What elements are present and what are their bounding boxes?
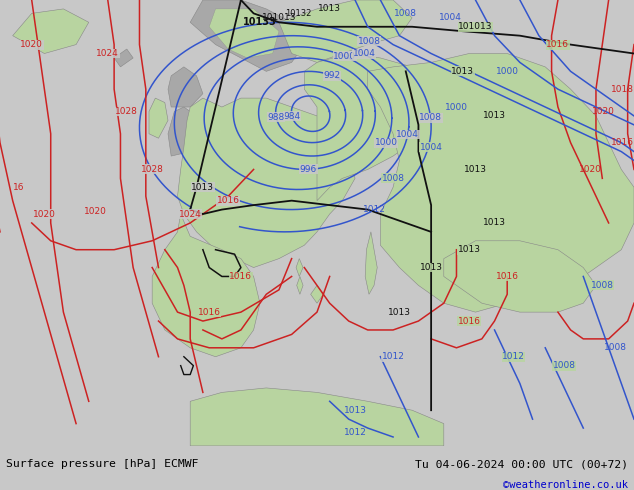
Text: 1004: 1004 xyxy=(439,13,462,23)
Text: 1013: 1013 xyxy=(191,183,214,192)
Text: 1000: 1000 xyxy=(333,52,356,61)
Text: 1012: 1012 xyxy=(382,352,404,361)
Text: 16: 16 xyxy=(13,183,24,192)
Polygon shape xyxy=(114,49,133,67)
Text: 10132: 10132 xyxy=(285,9,311,18)
Polygon shape xyxy=(209,9,279,58)
Text: 1008: 1008 xyxy=(394,9,417,18)
Text: 1012: 1012 xyxy=(502,352,525,361)
Text: 1000: 1000 xyxy=(445,102,468,112)
Text: 1013: 1013 xyxy=(388,308,411,317)
Polygon shape xyxy=(297,276,303,294)
Text: 984: 984 xyxy=(283,112,301,121)
Text: 101013: 101013 xyxy=(458,22,493,31)
Text: 1020: 1020 xyxy=(579,165,602,174)
Text: 1000: 1000 xyxy=(496,67,519,76)
Polygon shape xyxy=(13,9,89,53)
Text: 1004: 1004 xyxy=(353,49,375,58)
Polygon shape xyxy=(444,241,596,312)
Text: 1012: 1012 xyxy=(344,428,366,437)
Text: 1013: 1013 xyxy=(420,263,443,272)
Text: 1004: 1004 xyxy=(420,143,443,151)
Polygon shape xyxy=(168,107,203,156)
Text: 1013: 1013 xyxy=(451,67,474,76)
Text: 1020: 1020 xyxy=(33,210,56,219)
Text: Tu 04-06-2024 00:00 UTC (00+72): Tu 04-06-2024 00:00 UTC (00+72) xyxy=(415,459,628,469)
Text: 1008: 1008 xyxy=(419,113,442,122)
Polygon shape xyxy=(304,53,444,201)
Text: 1013: 1013 xyxy=(483,111,506,121)
Text: 1016: 1016 xyxy=(547,40,569,49)
Text: 1018: 1018 xyxy=(611,85,634,94)
Text: 1008: 1008 xyxy=(382,174,404,183)
Polygon shape xyxy=(279,0,412,62)
Text: 10133: 10133 xyxy=(243,17,277,27)
Text: 1028: 1028 xyxy=(141,165,164,174)
Text: 1008: 1008 xyxy=(553,361,576,370)
Text: 1020: 1020 xyxy=(592,107,615,116)
Text: 1016: 1016 xyxy=(198,308,221,317)
Text: 1013: 1013 xyxy=(458,245,481,254)
Text: ©weatheronline.co.uk: ©weatheronline.co.uk xyxy=(503,480,628,490)
Polygon shape xyxy=(190,388,444,446)
Polygon shape xyxy=(296,259,303,276)
Text: 1028: 1028 xyxy=(115,107,138,116)
Text: 988: 988 xyxy=(268,113,285,122)
Text: 1013: 1013 xyxy=(318,4,341,13)
Polygon shape xyxy=(365,232,377,294)
Polygon shape xyxy=(168,67,203,107)
Text: 1008: 1008 xyxy=(604,343,626,352)
Text: 1008: 1008 xyxy=(591,281,614,290)
Text: 1016: 1016 xyxy=(496,272,519,281)
Text: 992: 992 xyxy=(323,71,340,80)
Text: Surface pressure [hPa] ECMWF: Surface pressure [hPa] ECMWF xyxy=(6,459,199,469)
Text: 1016: 1016 xyxy=(611,138,634,147)
Text: 1016: 1016 xyxy=(217,196,240,205)
Text: 1008: 1008 xyxy=(358,37,380,46)
Text: 1012: 1012 xyxy=(363,205,385,214)
Text: 1013: 1013 xyxy=(464,165,487,174)
Text: 1020: 1020 xyxy=(84,207,107,216)
Text: 1020: 1020 xyxy=(20,40,43,49)
Text: 1013: 1013 xyxy=(483,219,506,227)
Text: 1024: 1024 xyxy=(179,210,202,219)
Text: 1016: 1016 xyxy=(458,317,481,325)
Polygon shape xyxy=(190,0,304,72)
Text: 101013: 101013 xyxy=(262,13,296,23)
Text: 1013: 1013 xyxy=(344,406,366,415)
Text: 996: 996 xyxy=(300,165,317,174)
Text: 1004: 1004 xyxy=(396,130,419,139)
Polygon shape xyxy=(149,98,168,138)
Text: 1000: 1000 xyxy=(375,138,398,147)
Polygon shape xyxy=(311,285,323,303)
Text: 1024: 1024 xyxy=(96,49,119,58)
Polygon shape xyxy=(368,53,634,312)
Polygon shape xyxy=(178,98,355,268)
Polygon shape xyxy=(152,214,260,357)
Text: 1016: 1016 xyxy=(230,272,252,281)
